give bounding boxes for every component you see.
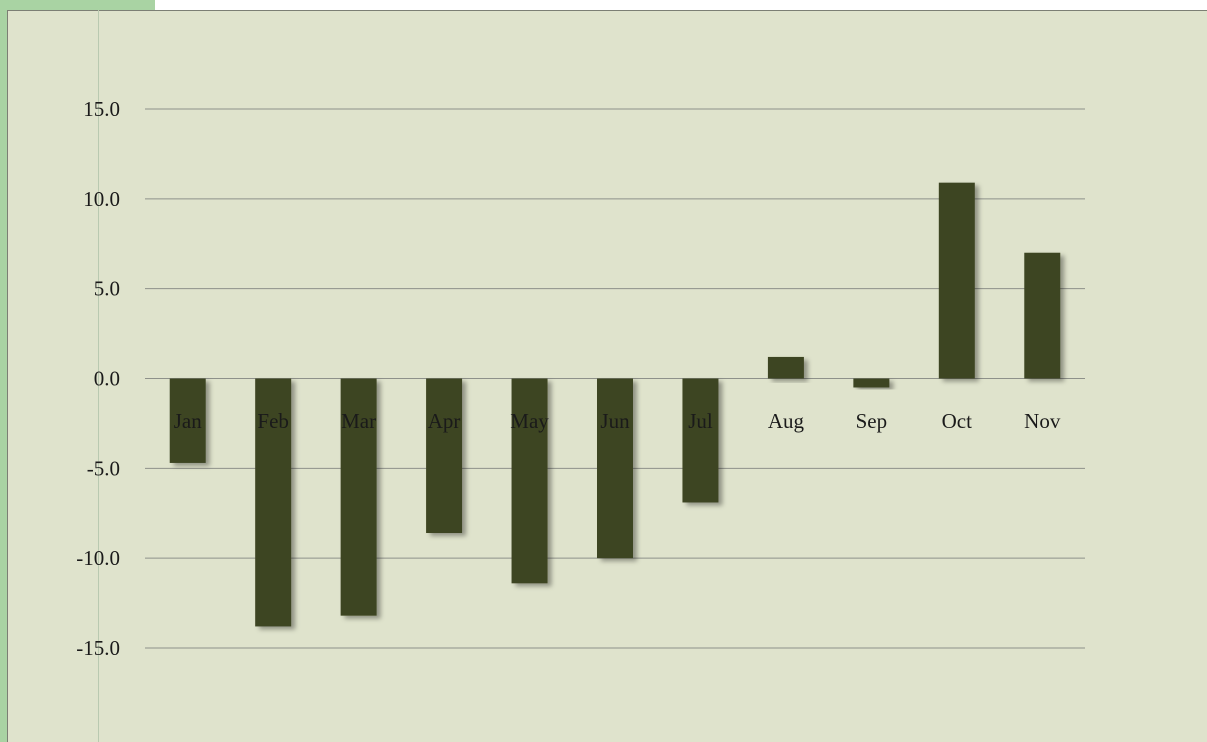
x-tick-label: Aug bbox=[768, 409, 805, 433]
x-tick-label: Jun bbox=[600, 409, 630, 433]
bar-nov bbox=[1024, 252, 1061, 379]
y-tick-label: -5.0 bbox=[87, 456, 120, 480]
bar-aug bbox=[767, 356, 804, 379]
x-tick-label: Jul bbox=[688, 409, 713, 433]
chart-panel bbox=[7, 10, 1207, 742]
x-tick-label: May bbox=[510, 409, 549, 433]
y-tick-label: 5.0 bbox=[94, 277, 120, 301]
panel-divider bbox=[98, 10, 99, 742]
bar-jan bbox=[169, 378, 206, 463]
x-axis-ticks: Jan Feb Mar Apr May Jun Jul Aug Sep Oct Nov bbox=[174, 409, 1061, 433]
y-tick-label: -15.0 bbox=[76, 636, 120, 660]
bar-feb bbox=[255, 378, 292, 627]
bar-jun bbox=[597, 378, 633, 559]
bars bbox=[169, 182, 1061, 627]
bar-mar bbox=[340, 378, 377, 616]
bar-sep bbox=[853, 378, 890, 388]
y-tick-label: 0.0 bbox=[94, 367, 120, 391]
x-tick-label: Feb bbox=[257, 409, 289, 433]
x-tick-label: Jan bbox=[174, 409, 202, 433]
x-tick-label: Mar bbox=[341, 409, 376, 433]
top-strip bbox=[155, 0, 1207, 10]
y-tick-label: 10.0 bbox=[83, 187, 120, 211]
y-tick-label: 15.0 bbox=[83, 97, 120, 121]
x-tick-label: Apr bbox=[428, 409, 461, 433]
bar-may bbox=[511, 378, 548, 584]
x-tick-label: Nov bbox=[1024, 409, 1061, 433]
bar-apr bbox=[426, 378, 463, 534]
bar-oct bbox=[938, 182, 975, 379]
y-tick-label: -10.0 bbox=[76, 546, 120, 570]
y-axis-ticks: 15.0 10.0 5.0 0.0 -5.0 -10.0 -15.0 bbox=[76, 97, 120, 660]
x-tick-label: Oct bbox=[942, 409, 972, 433]
x-tick-label: Sep bbox=[856, 409, 888, 433]
bar-jul bbox=[682, 378, 719, 503]
